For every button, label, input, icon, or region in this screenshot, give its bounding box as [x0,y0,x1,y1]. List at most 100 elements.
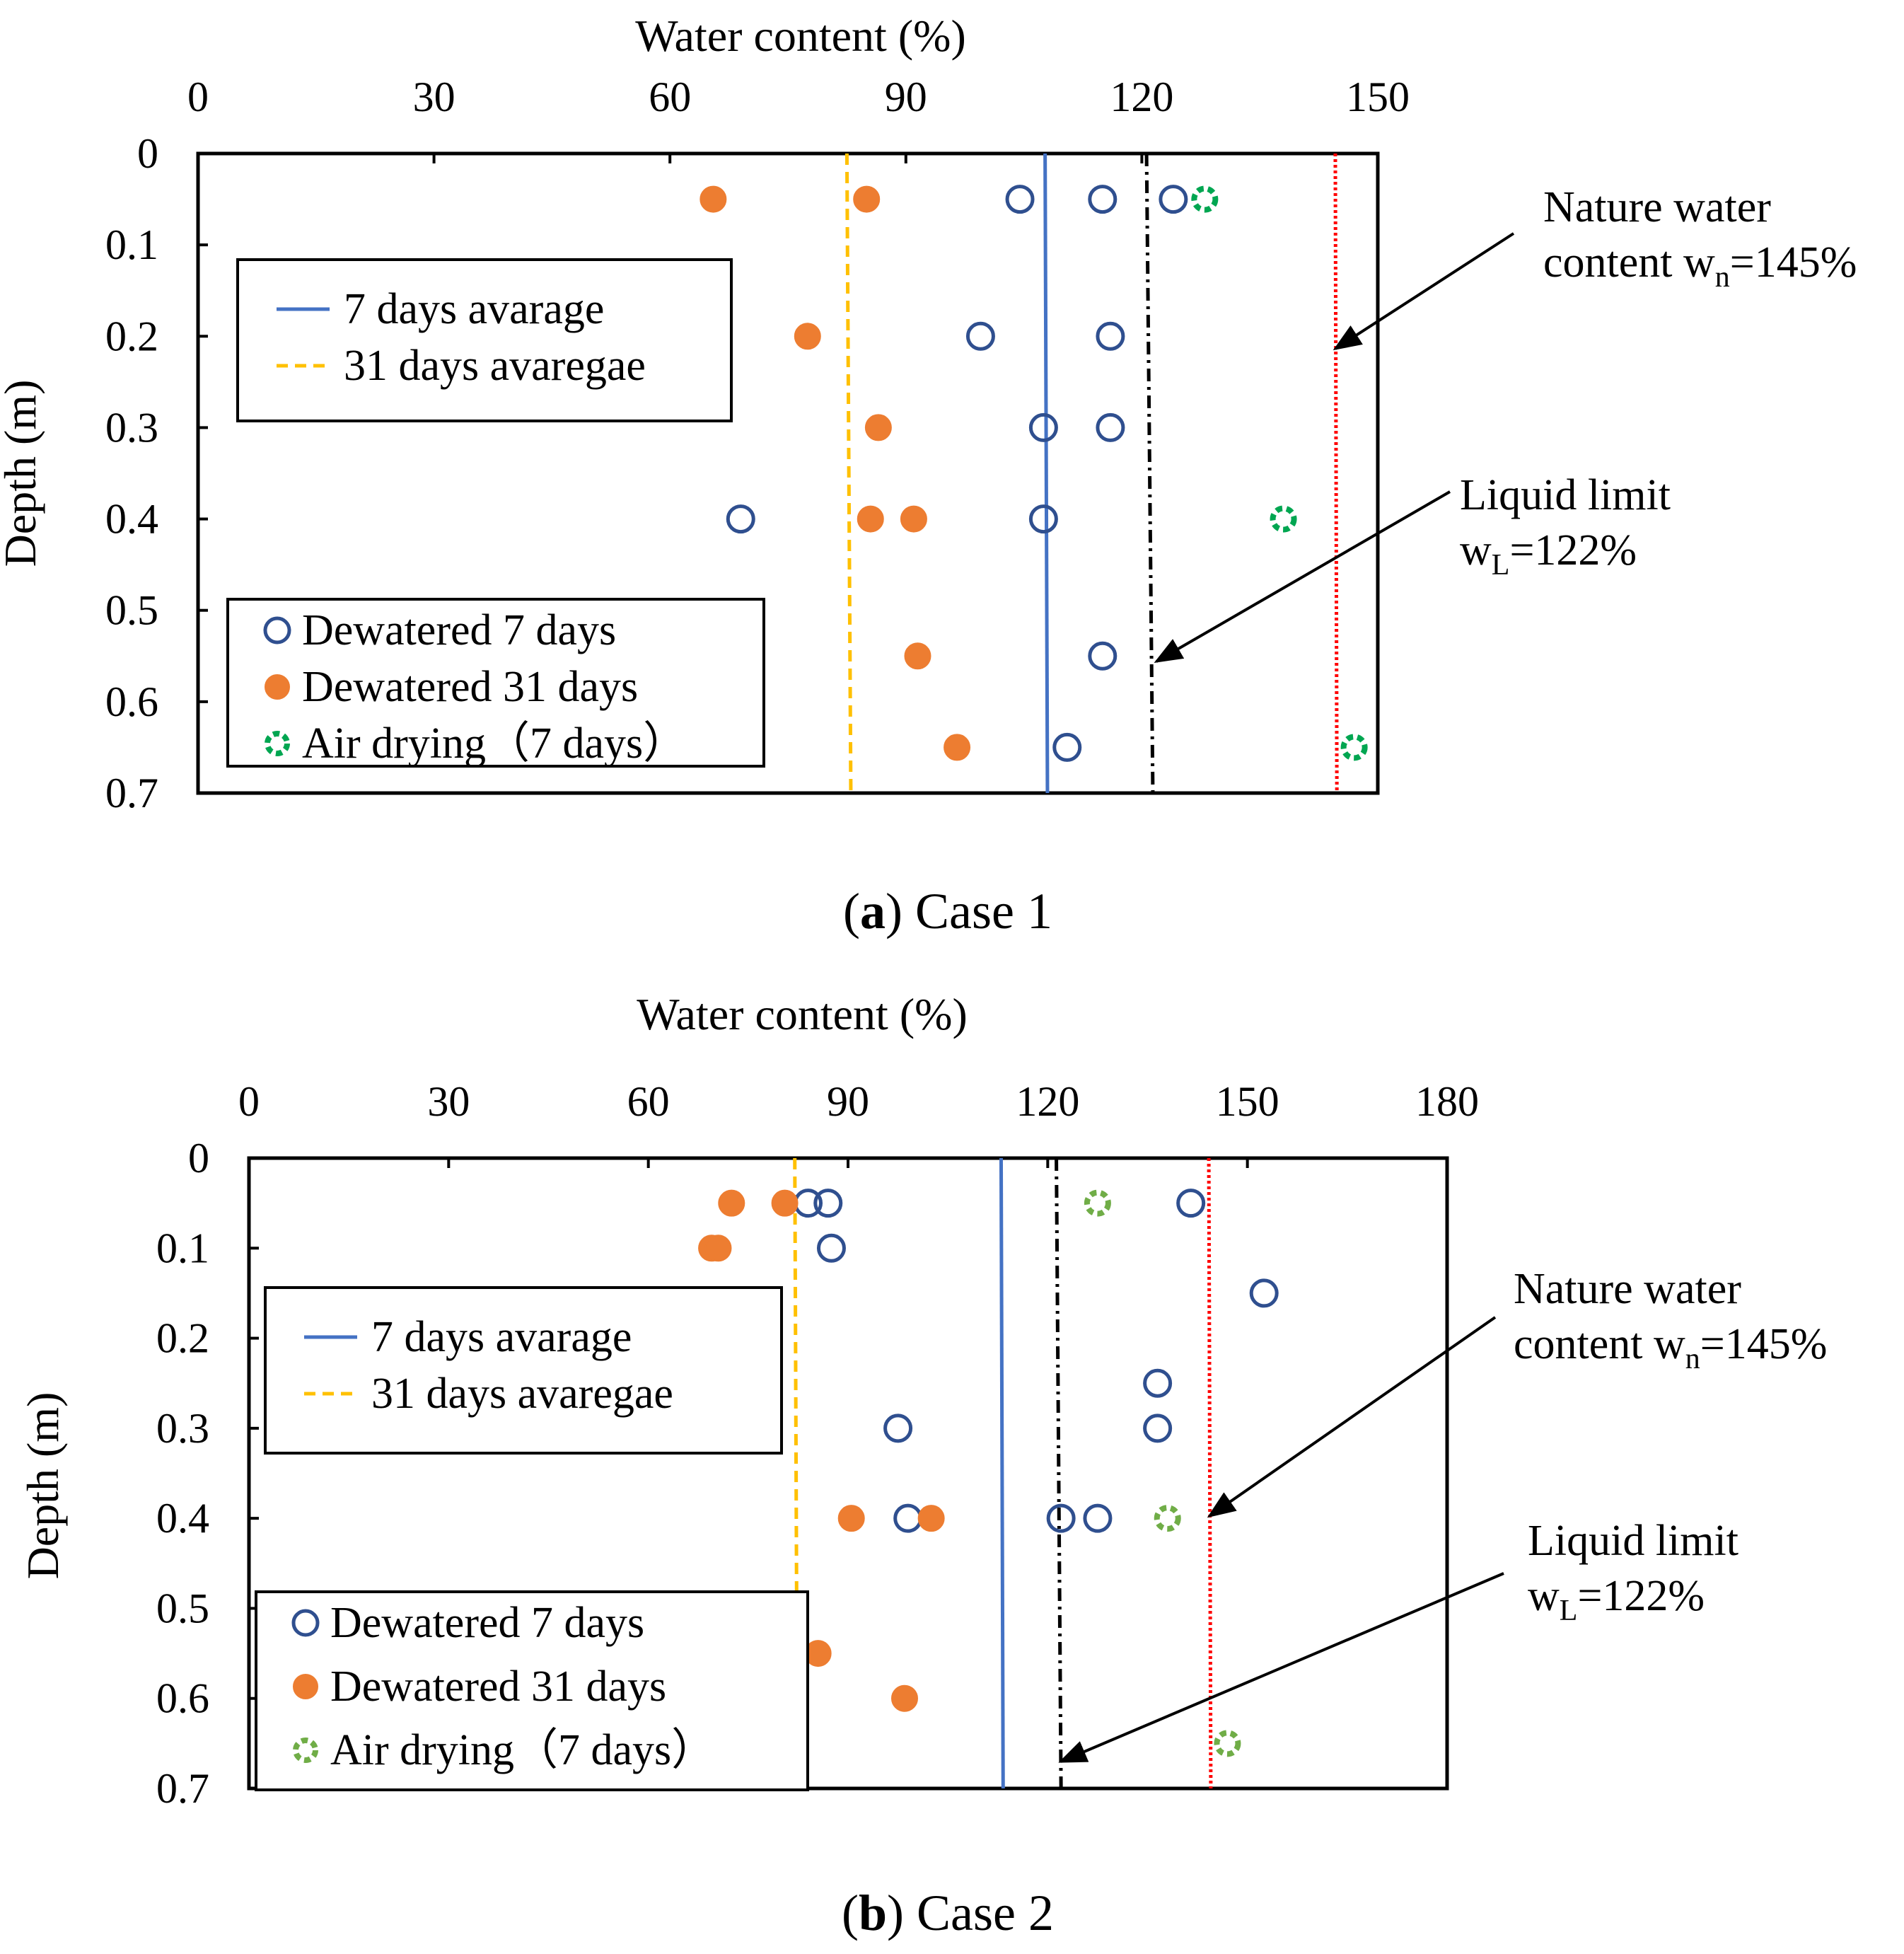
data-point [1005,185,1035,214]
legend-swatch-marker [265,674,290,700]
x-tick-label: 60 [649,74,691,120]
x-tick-label: 120 [1016,1078,1079,1125]
caption-paren: ( [843,883,860,940]
caption-letter: a [860,883,886,940]
annotation-text: =145% [1700,1320,1828,1368]
annotation-text: content w [1543,238,1715,287]
annotation-text: content w [1514,1320,1685,1368]
x-axis-title: Water content (%) [635,11,966,61]
annotation-arrow [1058,1572,1504,1763]
x-tick-label: 150 [1216,1078,1279,1125]
y-tick-label: 0.4 [105,496,158,543]
annotation-subscript: L [1492,549,1510,582]
caption-text: Case 2 [904,1885,1054,1941]
x-tick-label: 150 [1346,74,1410,120]
annotation-nature-line1: Nature water [1543,183,1771,231]
data-point [1088,641,1118,671]
x-tick-label: 90 [827,1078,869,1125]
y-tick-label: 0.1 [105,221,158,268]
legend-label: 31 days avaregae [371,1370,673,1418]
chart-panel-b: 0 30 60 90 120 150 180 0 0.1 0.2 0.3 0.4 0.5 0.6 0.7 Wa… [18,989,1827,1941]
panel-caption: (b) Case 2 [842,1885,1054,1941]
annotation-subscript: L [1560,1595,1578,1627]
data-point [1084,1189,1111,1217]
plot-frame [196,151,1380,795]
legend-swatch-marker [265,731,290,756]
data-point [864,414,892,441]
y-tick-label: 0 [137,130,158,177]
x-axis-title: Water content (%) [637,989,968,1039]
panel-caption: (a) Case 1 [843,883,1052,940]
data-point [804,1640,832,1667]
data-point [944,734,971,761]
y-tick-label: 0.5 [105,587,158,634]
line-31-days-avaregae [844,153,853,794]
x-tick-label: 60 [627,1078,670,1125]
data-point [900,505,927,533]
y-axis-title: Depth (m) [18,1392,68,1580]
data-point [1046,1503,1076,1533]
legend-label: 31 days avaregae [344,342,646,390]
data-point [1052,732,1082,762]
annotation-nature-line2: content wn=145% [1543,238,1857,294]
annotation-text: =122% [1577,1572,1705,1620]
y-tick-label: 0 [188,1135,209,1181]
data-point [883,1414,913,1443]
line-7-days-avarage [1043,153,1050,794]
legend-label: Dewatered 31 days [330,1663,666,1711]
legend-label: Dewatered 7 days [302,606,616,654]
annotation-arrow [1333,232,1515,351]
data-point [1214,1730,1241,1757]
data-point [794,323,821,350]
legend-lines-box [236,258,733,422]
data-point [1154,1505,1181,1532]
data-point [1191,185,1219,213]
data-point [1176,1189,1206,1218]
series-dewatered-31-days [698,1189,945,1712]
legend-lines-box [264,1286,783,1455]
data-point [1143,1414,1173,1443]
data-point [718,1189,745,1217]
data-point [1096,321,1125,351]
series-dewatered-7-days [726,185,1188,762]
data-point [1143,1368,1173,1398]
legend-label: Air drying（7 days） [302,719,687,768]
y-tick-label: 0.2 [105,313,158,359]
data-point [893,1503,923,1533]
x-tick-label: 30 [413,74,455,120]
data-point [1159,185,1188,214]
data-point [837,1505,865,1532]
data-point [904,642,931,670]
series-air-drying-7-days [1191,185,1368,761]
legend-label: 7 days avarage [371,1313,632,1361]
annotation-text: =145% [1730,238,1857,287]
legend-swatch-marker [291,1609,320,1637]
data-point [1028,504,1058,534]
legend-label: Air drying（7 days） [330,1726,715,1774]
annotation-liquid-line2: wL=122% [1460,526,1637,582]
data-point [857,505,884,533]
y-tick-label: 0.2 [156,1315,209,1362]
legend-swatch-marker [263,616,291,644]
annotation-subscript: n [1685,1343,1700,1375]
data-point [1270,505,1297,533]
y-tick-label: 0.5 [156,1585,209,1631]
annotation-arrow [1207,1316,1497,1518]
y-tick-label: 0.3 [105,404,158,451]
data-point [816,1233,846,1263]
data-point [1083,1503,1113,1533]
line-nature-water-content [1333,153,1339,794]
series-dewatered-7-days [794,1189,1279,1533]
data-point [1088,185,1118,214]
chart-panel-a: 0 30 60 90 120 150 0 0.1 0.2 0.3 0.4 0.5 0.6 0.7 Water… [0,11,1857,940]
data-point [700,185,727,213]
legend-swatch-marker [293,1738,318,1763]
annotation-subscript: n [1715,261,1730,294]
caption-paren: ) [886,883,902,940]
data-point [1249,1278,1279,1308]
legend-label: Dewatered 31 days [302,663,638,711]
y-tick-label: 0.6 [105,678,158,725]
data-point [813,1189,843,1218]
x-tick-label: 0 [187,74,209,120]
series-air-drying-7-days [1084,1189,1241,1757]
